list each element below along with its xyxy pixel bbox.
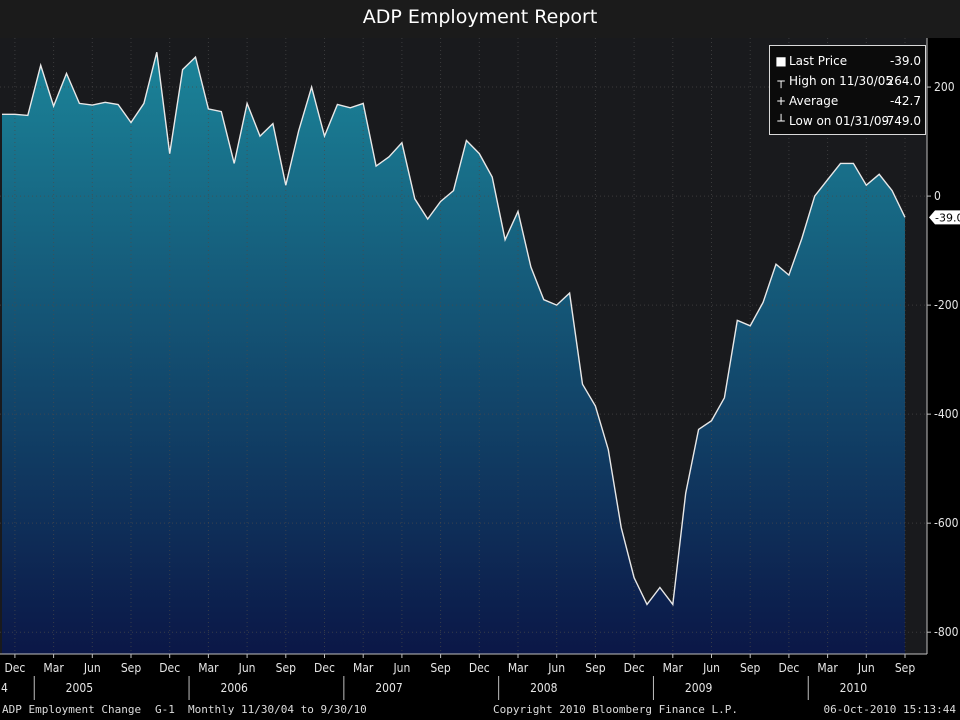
x-tick-label: Dec	[4, 661, 25, 675]
series-area	[2, 52, 905, 654]
x-tick-label: Mar	[43, 661, 64, 675]
x-tick-label: Mar	[198, 661, 219, 675]
x-tick-label: Jun	[547, 661, 565, 675]
footer-series-name: ADP Employment Change	[2, 703, 142, 716]
x-tick-label: Jun	[83, 661, 101, 675]
chart-title: ADP Employment Report	[362, 6, 598, 28]
x-tick-label: Dec	[159, 661, 180, 675]
legend-label: Low on 01/31/09	[789, 114, 890, 128]
x-tick-label: Jun	[392, 661, 410, 675]
year-label: 4	[1, 681, 8, 695]
y-axis-panel	[927, 38, 960, 654]
last-value-marker	[929, 210, 960, 225]
legend-average-marker-icon: +	[775, 94, 787, 108]
x-tick-label: Sep	[276, 661, 297, 675]
legend-value: -39.0	[889, 54, 921, 68]
legend-value: 264.0	[886, 74, 921, 88]
legend-value: -749.0	[882, 114, 921, 128]
year-label: 2006	[220, 681, 248, 695]
x-tick-label: Dec	[314, 661, 335, 675]
year-label: 2005	[66, 681, 93, 695]
legend-row-last-price: ■ Last Price -39.0	[775, 52, 921, 70]
legend-label: High on 11/30/05	[789, 74, 894, 88]
legend-value: -42.7	[889, 94, 921, 108]
x-tick-label: Mar	[508, 661, 529, 675]
x-tick-label: Dec	[778, 661, 799, 675]
y-tick-label: -200	[934, 298, 959, 312]
area-chart: 200 0 -200 -400 -600 -800 -39.0 Dec Mar Jun Sep Dec…	[0, 38, 960, 700]
legend-row-low: ┴ Low on 01/31/09 -749.0	[775, 112, 921, 130]
x-tick-label: Sep	[430, 661, 451, 675]
legend: ■ Last Price -39.0 ┬ High on 11/30/05 26…	[769, 45, 926, 135]
year-label: 2007	[375, 681, 402, 695]
series-line	[2, 52, 906, 607]
x-tick-label: Jun	[857, 661, 875, 675]
x-tick-label: Sep	[585, 661, 606, 675]
legend-row-average: + Average -42.7	[775, 92, 921, 110]
y-tick-label: -800	[934, 625, 959, 639]
legend-low-marker-icon: ┴	[777, 114, 785, 128]
footer-bar: ADP Employment Change G-1 Monthly 11/30/…	[0, 700, 960, 720]
title-bar	[0, 0, 960, 38]
x-tick-label: Dec	[624, 661, 645, 675]
year-label: 2010	[840, 681, 868, 695]
footer-chart-id: G-1	[155, 703, 175, 716]
x-tick-label: Mar	[663, 661, 684, 675]
year-label: 2008	[530, 681, 558, 695]
legend-square-icon: ■	[775, 54, 787, 68]
y-tick-label: 200	[934, 80, 955, 94]
legend-row-high: ┬ High on 11/30/05 264.0	[775, 72, 921, 90]
x-axis-panel	[0, 654, 960, 700]
x-tick-label: Sep	[895, 661, 916, 675]
y-tick-label: -400	[934, 407, 959, 421]
x-tick-label: Sep	[740, 661, 761, 675]
year-label: 2009	[685, 681, 713, 695]
legend-high-marker-icon: ┬	[777, 74, 785, 88]
last-value-label: -39.0	[935, 211, 960, 224]
x-tick-label: Sep	[121, 661, 142, 675]
footer-copyright: Copyright 2010 Bloomberg Finance L.P.	[493, 703, 739, 716]
x-tick-label: Jun	[238, 661, 256, 675]
y-tick-label: -600	[934, 516, 959, 530]
x-tick-label: Mar	[817, 661, 838, 675]
footer-period: Monthly 11/30/04 to 9/30/10	[188, 703, 367, 716]
legend-label: Last Price	[789, 54, 848, 68]
x-tick-label: Jun	[702, 661, 720, 675]
legend-label: Average	[789, 94, 839, 108]
y-tick-label: 0	[934, 189, 941, 203]
footer-timestamp: 06-Oct-2010 15:13:44	[823, 703, 956, 716]
x-tick-label: Dec	[469, 661, 490, 675]
x-tick-label: Mar	[353, 661, 374, 675]
